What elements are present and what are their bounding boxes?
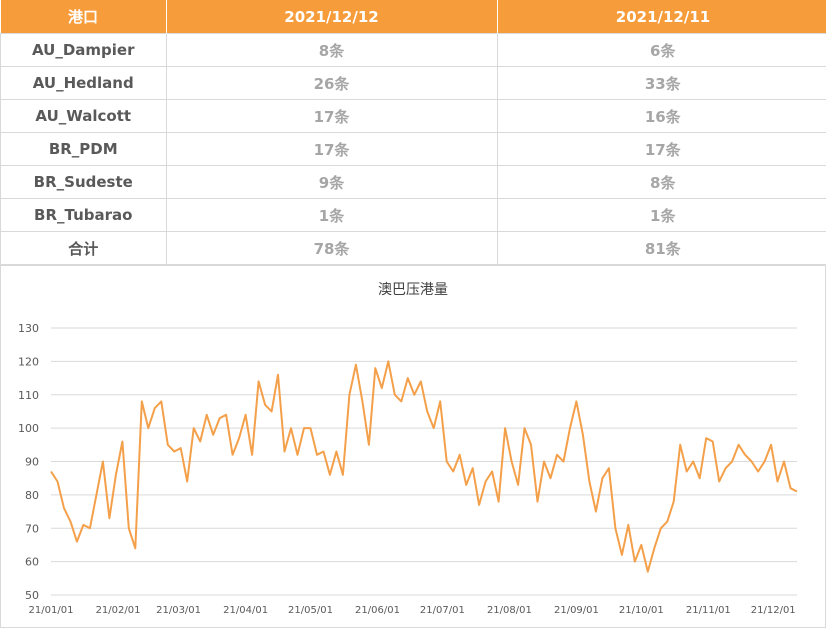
count-cell-2: 1条 [496, 198, 826, 232]
x-tick-label: 21/10/01 [619, 605, 664, 616]
y-tick-label: 120 [18, 355, 39, 368]
table-row: AU_Hedland 26条 33条 [0, 66, 826, 100]
chart-panel: 澳巴压港量 50 60 70 80 90 100 110 120 130 21/01/01 21/… [0, 265, 826, 628]
gridlines [51, 327, 797, 596]
total-label-cell: 合计 [0, 231, 167, 265]
count-cell-1: 9条 [165, 165, 498, 199]
count-cell-2: 17条 [496, 132, 826, 166]
x-tick-label: 21/05/01 [288, 605, 333, 616]
header-date-2: 2021/12/11 [497, 0, 826, 34]
table-header-row: 港口 2021/12/12 2021/12/11 [0, 0, 826, 34]
header-date-1: 2021/12/12 [166, 0, 498, 34]
series-line [50, 360, 798, 573]
count-cell-2: 33条 [496, 66, 826, 100]
count-cell-1: 8条 [165, 33, 498, 67]
x-tick-label: 21/03/01 [156, 605, 201, 616]
x-tick-label: 21/08/01 [487, 605, 532, 616]
port-congestion-table: 港口 2021/12/12 2021/12/11 AU_Dampier 8条 6… [0, 0, 826, 265]
count-cell-2: 6条 [496, 33, 826, 67]
table-row: AU_Dampier 8条 6条 [0, 33, 826, 67]
header-port: 港口 [0, 0, 167, 34]
y-axis-ticks: 50 60 70 80 90 100 110 120 130 [18, 322, 39, 602]
y-tick-label: 50 [25, 589, 39, 602]
x-tick-label: 21/04/01 [223, 605, 268, 616]
count-cell-1: 26条 [165, 66, 498, 100]
port-cell: BR_PDM [0, 132, 167, 166]
y-tick-label: 110 [18, 389, 39, 402]
y-tick-label: 80 [25, 489, 39, 502]
port-cell: AU_Dampier [0, 33, 167, 67]
y-tick-label: 70 [25, 522, 39, 535]
series-layer [50, 360, 798, 573]
x-tick-label: 21/11/01 [686, 605, 731, 616]
table-total-row: 合计 78条 81条 [0, 231, 826, 265]
x-tick-label: 21/02/01 [96, 605, 141, 616]
count-cell-1: 1条 [165, 198, 498, 232]
table-row: BR_Sudeste 9条 8条 [0, 165, 826, 199]
count-cell-2: 16条 [496, 99, 826, 133]
count-cell-1: 17条 [165, 99, 498, 133]
port-cell: AU_Walcott [0, 99, 167, 133]
table-row: BR_PDM 17条 17条 [0, 132, 826, 166]
port-cell: AU_Hedland [0, 66, 167, 100]
total-cell-2: 81条 [496, 231, 826, 265]
x-tick-label: 21/07/01 [420, 605, 465, 616]
x-tick-label: 21/01/01 [29, 605, 74, 616]
count-cell-2: 8条 [496, 165, 826, 199]
port-cell: BR_Tubarao [0, 198, 167, 232]
y-tick-label: 130 [18, 322, 39, 335]
table-row: AU_Walcott 17条 16条 [0, 99, 826, 133]
count-cell-1: 17条 [165, 132, 498, 166]
y-tick-label: 100 [18, 422, 39, 435]
chart-title: 澳巴压港量 [378, 282, 448, 298]
port-cell: BR_Sudeste [0, 165, 167, 199]
x-tick-label: 21/12/01 [751, 605, 796, 616]
table-row: BR_Tubarao 1条 1条 [0, 198, 826, 232]
x-tick-label: 21/09/01 [554, 605, 599, 616]
y-tick-label: 90 [25, 456, 39, 469]
x-axis-ticks: 21/01/01 21/02/01 21/03/01 21/04/01 21/05/01… [29, 605, 796, 616]
total-cell-1: 78条 [165, 231, 498, 265]
x-tick-label: 21/06/01 [355, 605, 400, 616]
y-tick-label: 60 [25, 556, 39, 569]
